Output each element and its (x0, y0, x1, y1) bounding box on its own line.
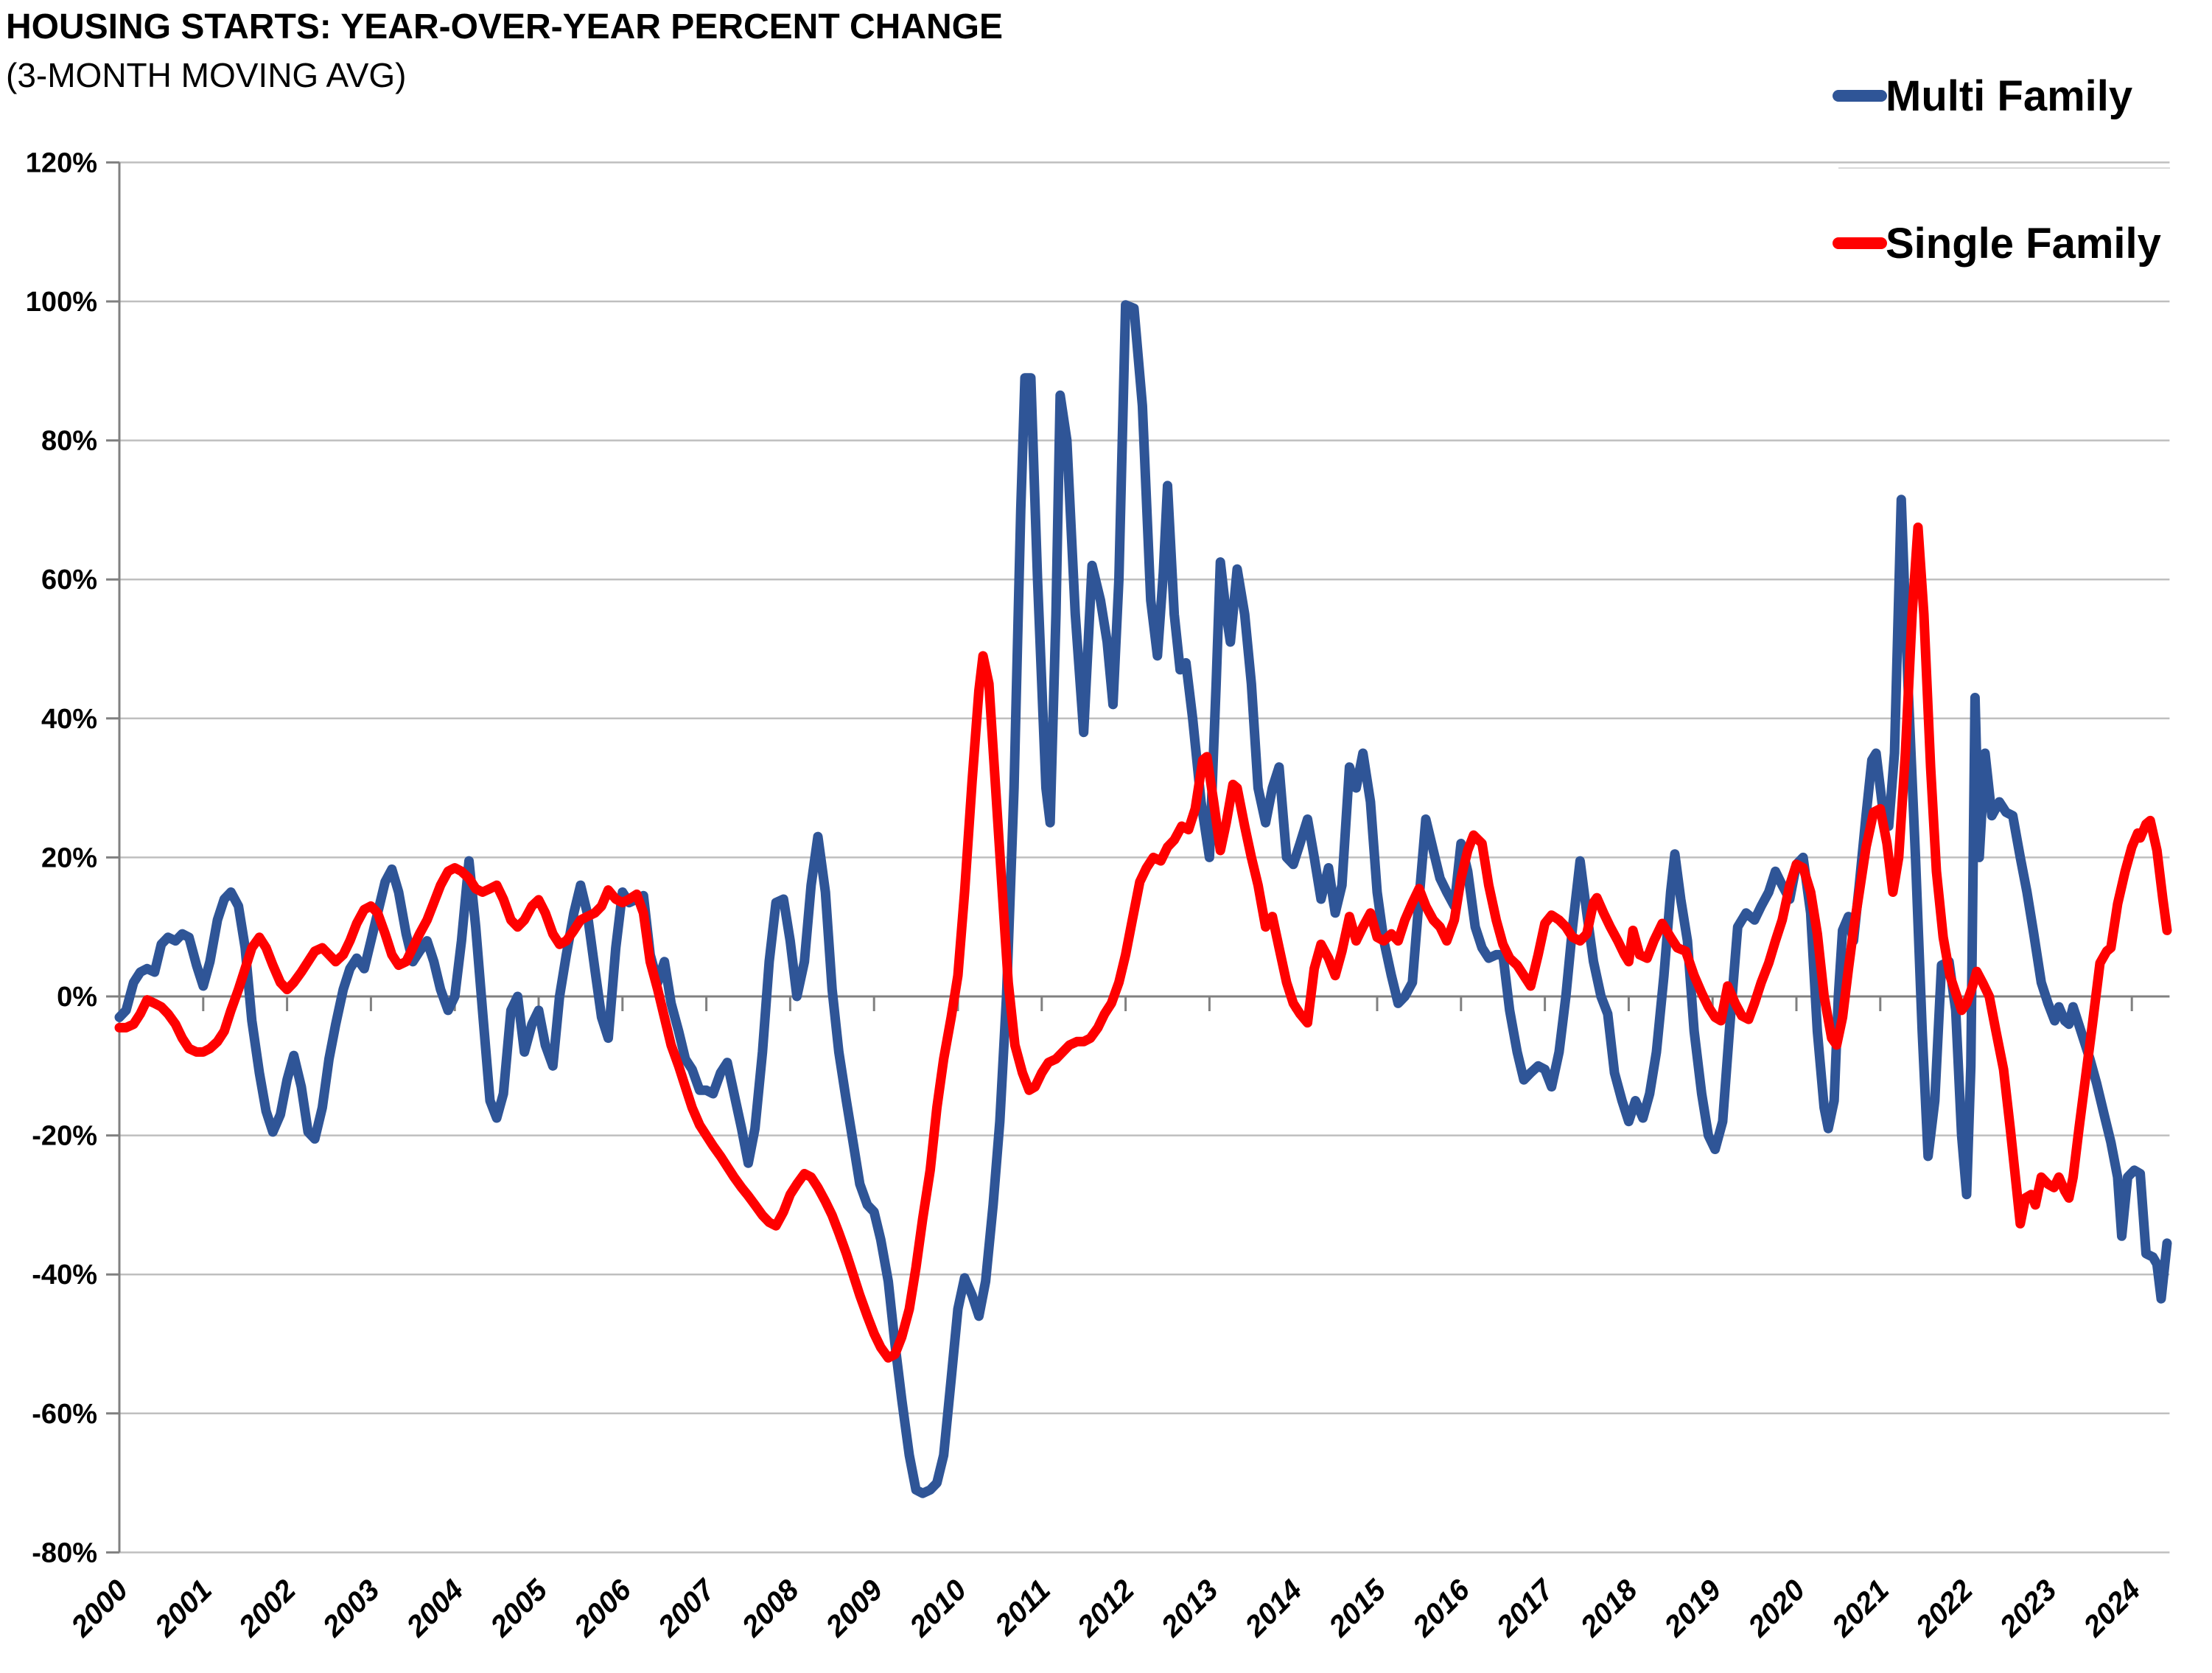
legend-item-single-family: Single Family (1833, 220, 2161, 268)
x-axis-label-2020: 2020 (1742, 1574, 1812, 1644)
chart-subtitle: (3-MONTH MOVING AVG) (6, 56, 407, 94)
x-axis-label-2005: 2005 (484, 1574, 554, 1644)
y-axis-label--40: -40% (32, 1260, 97, 1290)
y-axis-label-120: 120% (26, 147, 97, 178)
x-axis-label-2011: 2011 (989, 1574, 1057, 1642)
x-axis-label-2004: 2004 (400, 1574, 470, 1644)
x-axis-label-2023: 2023 (1993, 1574, 2063, 1644)
legend-label-multi-family: Multi Family (1886, 72, 2132, 120)
y-axis-label-0: 0% (57, 982, 97, 1013)
x-axis-label-2000: 2000 (65, 1574, 135, 1644)
y-axis-label-100: 100% (26, 287, 97, 318)
y-axis-label-40: 40% (41, 704, 97, 735)
x-axis-label-2024: 2024 (2077, 1574, 2147, 1644)
x-axis-label-2008: 2008 (735, 1574, 805, 1644)
x-axis-label-2003: 2003 (316, 1574, 386, 1644)
y-axis-label-20: 20% (41, 842, 97, 873)
legend: Multi Family Single Family (1833, 72, 2170, 268)
x-axis-label-2009: 2009 (819, 1574, 889, 1644)
x-axis-label-2002: 2002 (232, 1574, 302, 1644)
x-axis-label-2022: 2022 (1909, 1574, 1979, 1644)
legend-item-multi-family: Multi Family (1833, 72, 2132, 120)
x-axis-label-2019: 2019 (1658, 1574, 1728, 1644)
x-axis-label-2006: 2006 (567, 1574, 637, 1644)
legend-label-single-family: Single Family (1886, 220, 2161, 268)
x-axis-label-2021: 2021 (1825, 1574, 1895, 1644)
gridlines (119, 161, 2170, 1554)
x-axis-label-2018: 2018 (1574, 1574, 1644, 1644)
x-axis-label-2015: 2015 (1323, 1574, 1393, 1644)
axis-labels: 120% 100% 80% 60% 40% 20% 0% -20% -40% -60% -80% 20… (26, 147, 2147, 1644)
y-axis-label--20: -20% (32, 1121, 97, 1152)
chart-title: HOUSING STARTS: YEAR-OVER-YEAR PERCENT C… (6, 7, 1003, 46)
x-axis-label-2016: 2016 (1406, 1574, 1476, 1644)
x-axis-label-2014: 2014 (1239, 1574, 1309, 1644)
x-axis-label-2001: 2001 (148, 1574, 218, 1644)
x-axis-label-2007: 2007 (651, 1573, 722, 1644)
y-axis-label-60: 60% (41, 565, 97, 595)
data-series (114, 300, 2172, 1498)
x-axis-label-2010: 2010 (903, 1574, 973, 1644)
x-axis-label-2013: 2013 (1155, 1574, 1225, 1644)
x-axis-label-2012: 2012 (1071, 1574, 1141, 1644)
single-family-line (114, 523, 2172, 1363)
y-axis-label--80: -80% (32, 1537, 97, 1568)
x-axis-label-2017: 2017 (1490, 1573, 1561, 1644)
y-axis-label-80: 80% (41, 426, 97, 457)
y-axis-label--60: -60% (32, 1399, 97, 1430)
